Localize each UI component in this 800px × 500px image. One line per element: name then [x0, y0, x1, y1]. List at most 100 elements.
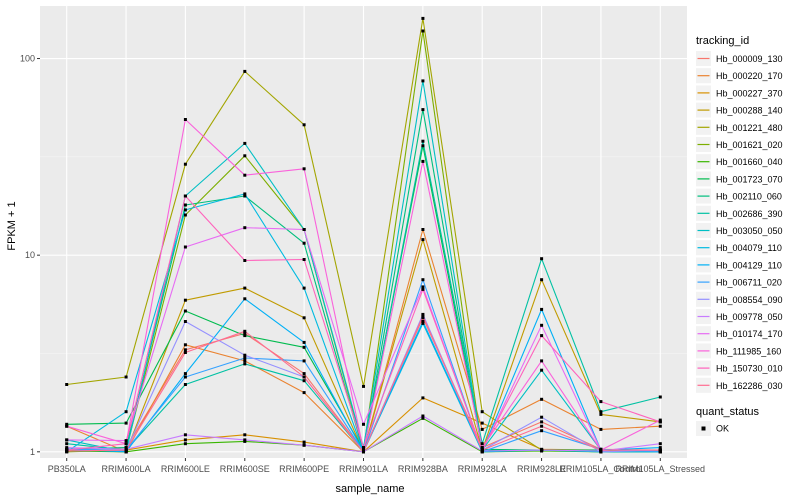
data-point	[65, 442, 69, 446]
data-point	[362, 450, 365, 454]
data-point	[183, 372, 187, 376]
data-point	[302, 258, 306, 261]
data-point	[183, 343, 187, 347]
data-point	[183, 375, 187, 379]
legend-label: Hb_002110_060	[716, 192, 782, 202]
data-point	[421, 285, 425, 289]
y-tick-label: 10	[25, 250, 35, 260]
data-point	[362, 384, 365, 388]
legend-label: Hb_162286_030	[716, 381, 783, 391]
data-point	[243, 353, 247, 357]
data-point	[421, 29, 425, 33]
data-point	[362, 446, 365, 450]
data-point	[540, 420, 544, 424]
legend-label: Hb_002686_390	[716, 209, 783, 219]
data-point	[480, 446, 484, 450]
data-point	[302, 440, 306, 444]
data-point	[124, 442, 128, 446]
data-point	[302, 241, 306, 245]
data-point	[65, 422, 69, 426]
data-point	[302, 123, 306, 127]
x-tick-label: RRIM105LA_Control	[559, 464, 642, 474]
legend-item: Hb_009778_050	[696, 309, 783, 324]
legend-item: Hb_008554_090	[696, 291, 783, 307]
x-axis: PB350LA RRIM600LA RRIM600LE RRIM600SE RRIM60…	[48, 458, 705, 474]
data-point	[658, 448, 662, 452]
data-point	[243, 259, 247, 262]
data-point	[480, 421, 484, 425]
x-tick-label: RRIM928BA	[398, 464, 448, 474]
data-point	[243, 286, 247, 290]
data-point	[124, 439, 128, 443]
data-point	[302, 340, 306, 344]
legend-item: Hb_001221_480	[696, 119, 783, 135]
data-point	[183, 208, 187, 212]
x-tick-label: PB350LA	[48, 464, 86, 474]
x-tick-label: RRIM600LE	[161, 464, 210, 474]
y-axis: 1 10 100	[20, 54, 40, 457]
data-point	[599, 400, 603, 404]
data-point	[124, 448, 128, 452]
legend-label: Hb_000288_140	[716, 106, 783, 116]
x-tick-label: RRIM928LE	[517, 464, 566, 474]
data-point	[540, 334, 544, 338]
data-point	[183, 433, 187, 437]
data-point	[65, 424, 69, 428]
data-point	[183, 298, 187, 302]
data-point	[421, 16, 425, 20]
legend-item: Hb_004079_110	[696, 240, 782, 256]
data-point	[421, 414, 425, 418]
data-point	[362, 422, 365, 426]
data-point	[540, 323, 544, 327]
data-point	[540, 424, 544, 428]
data-point	[243, 329, 247, 333]
data-point	[599, 427, 603, 431]
data-point	[658, 395, 662, 399]
data-point	[658, 424, 662, 428]
data-point	[65, 383, 69, 386]
legend-label: Hb_000220_170	[716, 71, 783, 81]
x-tick-label: RRIM901LA	[339, 464, 388, 474]
y-tick-label: 100	[20, 54, 35, 64]
legend-label: Hb_009778_050	[716, 312, 783, 322]
data-point	[480, 442, 484, 446]
legend-label: Hb_006711_020	[716, 278, 782, 288]
data-point	[302, 375, 306, 379]
point-legend-title: quant_status	[696, 406, 759, 418]
data-point	[421, 287, 425, 291]
legend-item: Hb_001660_040	[696, 154, 783, 170]
data-point	[362, 448, 365, 452]
data-point	[421, 144, 425, 148]
legend-item: Hb_000009_130	[696, 51, 783, 66]
data-point	[302, 286, 306, 290]
legend-label: Hb_111985_160	[716, 346, 781, 356]
x-tick-label: RRIM105LA_Stressed	[616, 464, 706, 474]
data-point	[65, 449, 69, 453]
legend-label: Hb_150730_010	[716, 364, 783, 374]
x-tick-label: RRIM600PE	[279, 464, 329, 474]
data-point	[421, 396, 425, 400]
data-point	[124, 410, 128, 414]
data-point	[183, 348, 187, 352]
data-point	[540, 307, 544, 311]
data-point	[421, 238, 425, 242]
legend-label: Hb_008554_090	[716, 295, 783, 305]
legend-item: Hb_150730_010	[696, 360, 783, 376]
legend-label: Hb_001221_480	[716, 123, 783, 133]
data-point	[421, 79, 425, 83]
data-point	[302, 391, 306, 395]
data-point	[183, 162, 187, 166]
data-point	[421, 139, 425, 143]
data-point	[599, 412, 603, 416]
legend-item: Hb_001723_070	[696, 171, 783, 187]
data-point	[540, 429, 544, 433]
legend-item: Hb_006711_020	[696, 274, 782, 290]
x-tick-label: RRIM600SE	[220, 464, 270, 474]
legend-label: Hb_000009_130	[716, 54, 783, 64]
legend-label: Hb_001660_040	[716, 157, 783, 167]
data-point	[302, 167, 306, 171]
data-point	[421, 278, 425, 282]
point-legend-marker	[701, 426, 706, 431]
data-point	[480, 448, 484, 452]
